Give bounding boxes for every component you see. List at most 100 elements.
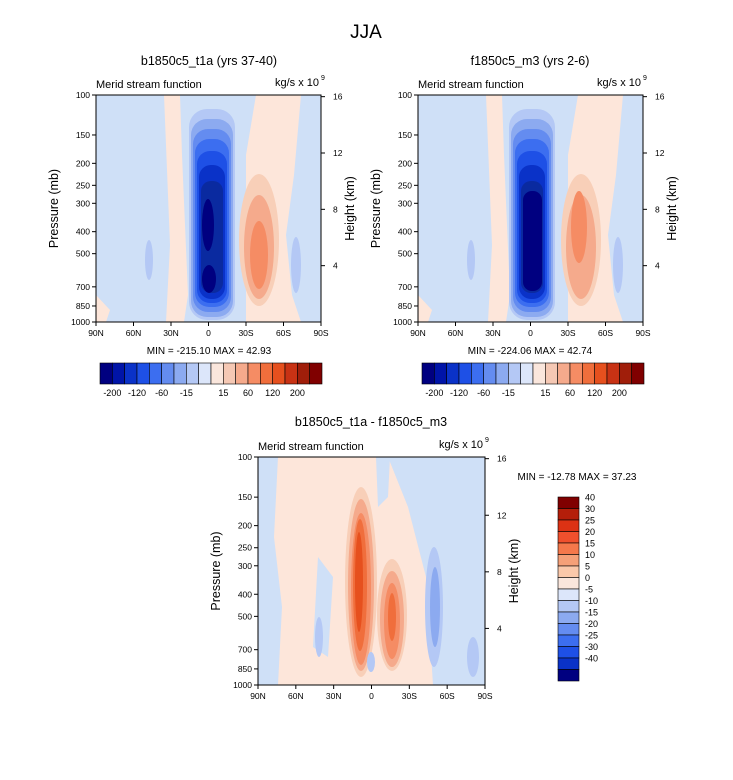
y-tick-label: 300 xyxy=(76,198,90,208)
colorbar-swatch xyxy=(557,611,580,624)
colorbar-swatch xyxy=(532,362,546,385)
contour-region xyxy=(613,237,623,293)
colorbar: -200 -120 -60 -15 15 60 120 200 xyxy=(421,362,645,398)
colorbar-label: -10 xyxy=(585,596,598,606)
panel-left-label: Merid stream function xyxy=(418,79,524,91)
y-tick-label: 150 xyxy=(398,130,412,140)
height-tick-label: 16 xyxy=(497,454,507,464)
panel-units: kg/s x 10 xyxy=(275,77,319,89)
colorbar-label: -120 xyxy=(128,388,146,398)
colorbar-swatch xyxy=(210,362,224,385)
colorbar-label: 60 xyxy=(243,388,253,398)
y-tick-label: 150 xyxy=(76,130,90,140)
colorbar-swatch xyxy=(557,519,580,532)
colorbar-label: 25 xyxy=(585,516,595,526)
y-tick-label: 100 xyxy=(238,452,252,462)
y-tick-label: 100 xyxy=(76,90,90,100)
plot-panel: 90N 60N 30N 0 30S 60S 90S100150200250300400500… xyxy=(369,54,679,357)
x-tick-label: 0 xyxy=(206,328,211,338)
panel-title: f1850c5_m3 (yrs 2-6) xyxy=(471,54,590,68)
y-tick-label: 250 xyxy=(238,543,252,553)
contour-region xyxy=(202,265,216,293)
colorbar-swatch xyxy=(557,508,580,521)
colorbar-swatch xyxy=(136,362,150,385)
y-tick-label: 1000 xyxy=(393,317,412,327)
y-tick-label: 300 xyxy=(398,198,412,208)
colorbar-swatch xyxy=(124,362,138,385)
colorbar-label: 20 xyxy=(585,527,595,537)
colorbar-label: 200 xyxy=(612,388,627,398)
colorbar-swatch xyxy=(434,362,447,385)
x-tick-label: 60S xyxy=(440,691,455,701)
y-tick-label: 850 xyxy=(398,301,412,311)
x-tick-label: 60S xyxy=(598,328,613,338)
contour-region xyxy=(315,617,323,657)
colorbar-swatch xyxy=(557,669,580,682)
colorbar-label: -120 xyxy=(450,388,468,398)
x-tick-label: 30N xyxy=(163,328,179,338)
colorbar-label: 0 xyxy=(585,573,590,583)
contour-region xyxy=(523,191,542,291)
colorbar-label: -25 xyxy=(585,631,598,641)
plot-panel: 90N 60N 30N 0 30S 60S 90S100150200250300400500… xyxy=(209,415,637,701)
colorbar-swatch xyxy=(557,554,580,567)
x-tick-label: 30S xyxy=(238,328,253,338)
colorbar-label: 120 xyxy=(265,388,280,398)
contour-region xyxy=(258,457,282,685)
colorbar-swatch xyxy=(223,362,236,385)
y-tick-label: 500 xyxy=(238,611,252,621)
colorbar-label: -200 xyxy=(103,388,121,398)
figure-title: JJA xyxy=(350,22,382,43)
y-tick-label: 700 xyxy=(76,282,90,292)
y-tick-label: 250 xyxy=(398,180,412,190)
y-tick-label: 500 xyxy=(76,249,90,259)
panel-units-exponent: 9 xyxy=(643,75,647,82)
x-tick-label: 90N xyxy=(410,328,426,338)
contour-region xyxy=(376,457,390,507)
x-tick-label: 30S xyxy=(402,691,417,701)
colorbar-swatch xyxy=(557,657,580,670)
colorbar-swatch xyxy=(508,362,521,385)
contour-region xyxy=(571,191,587,263)
y-tick-label: 200 xyxy=(398,158,412,168)
y-tick-label: 500 xyxy=(398,249,412,259)
x-tick-label: 30N xyxy=(326,691,342,701)
colorbar-label: -40 xyxy=(585,654,598,664)
colorbar-swatch xyxy=(545,362,558,385)
colorbar-swatch xyxy=(471,362,484,385)
min-max-stats: MIN = -12.78 MAX = 37.23 xyxy=(518,472,637,483)
colorbar-swatch xyxy=(309,362,323,385)
colorbar-swatch xyxy=(297,362,310,385)
y-tick-label: 400 xyxy=(238,589,252,599)
height-tick-label: 4 xyxy=(497,623,502,633)
colorbar-swatch xyxy=(247,362,261,385)
colorbar-swatch xyxy=(557,496,580,509)
colorbar-swatch xyxy=(557,531,580,544)
colorbar-label: 15 xyxy=(540,388,550,398)
colorbar-swatch xyxy=(161,362,175,385)
colorbar-swatch xyxy=(606,362,620,385)
colorbar-label: 120 xyxy=(587,388,602,398)
y2-axis-label: Height (km) xyxy=(343,176,357,241)
height-tick-label: 12 xyxy=(333,148,343,158)
contour-region xyxy=(467,240,475,280)
panel-left-label: Merid stream function xyxy=(258,441,364,453)
y-tick-label: 1000 xyxy=(233,680,252,690)
x-tick-label: 90N xyxy=(250,691,266,701)
panel-units-exponent: 9 xyxy=(485,437,489,444)
contour-field xyxy=(96,95,321,322)
colorbar-swatch xyxy=(619,362,632,385)
x-tick-label: 90S xyxy=(477,691,492,701)
colorbar-label: -30 xyxy=(585,642,598,652)
colorbar-label: -15 xyxy=(585,608,598,618)
contour-region xyxy=(430,567,440,647)
y-axis-label: Pressure (mb) xyxy=(209,531,223,610)
colorbar-swatch xyxy=(631,362,645,385)
contour-field xyxy=(418,95,643,322)
colorbar-label: -200 xyxy=(425,388,443,398)
contour-region xyxy=(145,240,153,280)
colorbar-swatch xyxy=(284,362,298,385)
height-tick-label: 12 xyxy=(497,510,507,520)
x-tick-label: 90S xyxy=(313,328,328,338)
